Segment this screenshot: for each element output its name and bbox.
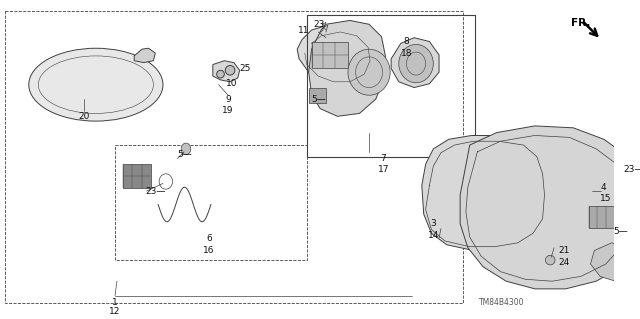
Text: 18: 18 [401,48,412,57]
Bar [312,41,348,68]
Ellipse shape [620,214,630,224]
Text: 12: 12 [109,308,121,316]
Text: 24: 24 [558,257,569,266]
Polygon shape [213,61,239,82]
Polygon shape [308,20,385,116]
Text: 20: 20 [79,112,90,121]
Text: 19: 19 [223,106,234,115]
Bar [115,145,307,260]
Text: 16: 16 [204,246,215,255]
Polygon shape [297,24,383,89]
Polygon shape [460,126,640,289]
Ellipse shape [225,65,235,75]
Text: 15: 15 [600,194,612,203]
Bar [589,206,616,227]
Polygon shape [391,38,439,87]
Text: 6: 6 [206,234,212,242]
Ellipse shape [181,143,191,155]
Text: 21: 21 [558,246,570,255]
Text: 11: 11 [298,26,310,34]
Bar [123,164,152,188]
Ellipse shape [217,70,225,78]
Text: 10: 10 [226,79,237,88]
Polygon shape [547,145,595,239]
Polygon shape [591,243,637,281]
Text: 25: 25 [240,64,251,73]
Text: 1: 1 [112,298,118,307]
Ellipse shape [545,255,555,265]
Text: 5—: 5— [312,94,326,104]
Ellipse shape [29,48,163,121]
Ellipse shape [348,49,390,95]
Text: 5—: 5— [614,227,628,236]
Text: 3: 3 [431,219,436,228]
Polygon shape [422,136,550,250]
Bar [308,87,326,103]
Text: FR.: FR. [572,18,591,27]
Polygon shape [326,84,364,91]
Text: 23—: 23— [623,166,640,174]
Text: 4: 4 [600,183,605,192]
Text: 23: 23 [314,20,325,29]
Bar [307,15,474,157]
Ellipse shape [328,41,366,80]
Text: 9: 9 [225,94,231,104]
Ellipse shape [627,152,639,165]
Text: TM84B4300: TM84B4300 [479,299,525,308]
Text: 7: 7 [381,154,387,163]
Text: 14: 14 [428,231,439,240]
Text: 5—: 5— [177,150,192,159]
Bar [4,11,463,303]
Text: 23—: 23— [146,187,166,196]
Text: 8: 8 [404,37,410,46]
Ellipse shape [399,44,433,83]
Polygon shape [134,48,156,63]
Text: 17: 17 [378,166,389,174]
